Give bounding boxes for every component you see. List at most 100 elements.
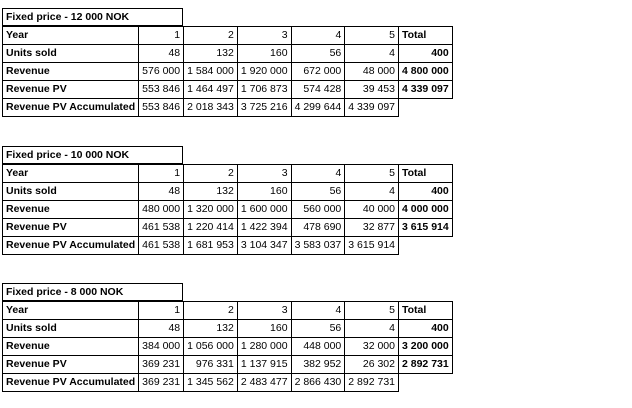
total-cell[interactable]: 2 892 731 [398, 355, 453, 374]
row-label[interactable]: Revenue PV Accumulated [1, 373, 140, 392]
value-cell[interactable]: 1 345 562 [183, 373, 238, 392]
value-cell[interactable]: 160 [236, 319, 292, 338]
value-cell[interactable]: 132 [183, 44, 238, 63]
value-cell[interactable]: 1 681 953 [183, 236, 238, 255]
value-cell[interactable]: 976 331 [183, 355, 238, 374]
total-header[interactable]: Total [398, 26, 453, 45]
total-cell[interactable]: 400 [398, 182, 453, 201]
value-cell[interactable]: 3 [236, 26, 292, 45]
total-header[interactable]: Total [398, 301, 453, 320]
value-cell[interactable]: 48 000 [344, 62, 399, 81]
value-cell[interactable]: 4 [344, 44, 399, 63]
table-title[interactable]: Fixed price - 8 000 NOK [2, 283, 183, 301]
value-cell[interactable]: 3 615 914 [344, 236, 399, 255]
value-cell[interactable]: 5 [344, 26, 399, 45]
total-cell[interactable]: 3 615 914 [398, 218, 453, 237]
value-cell[interactable]: 4 299 644 [290, 98, 346, 117]
value-cell[interactable]: 3 725 216 [236, 98, 292, 117]
total-cell[interactable]: 4 000 000 [398, 200, 453, 219]
value-cell[interactable]: 40 000 [344, 200, 399, 219]
value-cell[interactable]: 1 464 497 [183, 80, 238, 99]
value-cell[interactable]: 39 453 [344, 80, 399, 99]
value-cell[interactable]: 560 000 [290, 200, 346, 219]
value-cell[interactable]: 2 [183, 301, 238, 320]
value-cell[interactable]: 4 [290, 26, 346, 45]
value-cell[interactable]: 32 877 [344, 218, 399, 237]
value-cell[interactable]: 32 000 [344, 337, 399, 356]
row-label[interactable]: Year [1, 26, 140, 45]
value-cell[interactable]: 553 846 [138, 98, 185, 117]
value-cell[interactable]: 4 [344, 319, 399, 338]
value-cell[interactable]: 5 [344, 301, 399, 320]
value-cell[interactable]: 26 302 [344, 355, 399, 374]
value-cell[interactable]: 4 [290, 301, 346, 320]
total-cell[interactable]: 4 339 097 [398, 80, 453, 99]
value-cell[interactable]: 1 584 000 [183, 62, 238, 81]
value-cell[interactable]: 553 846 [138, 80, 185, 99]
value-cell[interactable]: 132 [183, 319, 238, 338]
value-cell[interactable]: 461 538 [138, 236, 185, 255]
value-cell[interactable]: 384 000 [138, 337, 185, 356]
row-label[interactable]: Year [1, 301, 140, 320]
value-cell[interactable]: 2 [183, 164, 238, 183]
row-label[interactable]: Revenue [1, 200, 140, 219]
row-label[interactable]: Revenue PV [1, 218, 140, 237]
value-cell[interactable]: 4 [344, 182, 399, 201]
value-cell[interactable]: 160 [236, 44, 292, 63]
total-header[interactable]: Total [398, 164, 453, 183]
value-cell[interactable]: 2 018 343 [183, 98, 238, 117]
value-cell[interactable]: 461 538 [138, 218, 185, 237]
value-cell[interactable]: 2 [183, 26, 238, 45]
value-cell[interactable]: 56 [290, 44, 346, 63]
value-cell[interactable]: 1 [138, 301, 185, 320]
value-cell[interactable]: 48 [138, 182, 185, 201]
row-label[interactable]: Units sold [1, 44, 140, 63]
value-cell[interactable]: 1 056 000 [183, 337, 238, 356]
total-cell[interactable]: 400 [398, 319, 453, 338]
value-cell[interactable]: 56 [290, 182, 346, 201]
value-cell[interactable]: 1 706 873 [236, 80, 292, 99]
value-cell[interactable]: 2 892 731 [344, 373, 399, 392]
value-cell[interactable]: 1 280 000 [236, 337, 292, 356]
row-label[interactable]: Revenue PV [1, 355, 140, 374]
value-cell[interactable]: 3 [236, 301, 292, 320]
value-cell[interactable]: 3 583 037 [290, 236, 346, 255]
total-cell[interactable]: 4 800 000 [398, 62, 453, 81]
value-cell[interactable]: 480 000 [138, 200, 185, 219]
row-label[interactable]: Revenue [1, 337, 140, 356]
value-cell[interactable]: 672 000 [290, 62, 346, 81]
row-label[interactable]: Revenue PV Accumulated [1, 236, 140, 255]
value-cell[interactable]: 382 952 [290, 355, 346, 374]
total-cell[interactable]: 3 200 000 [398, 337, 453, 356]
row-label[interactable]: Units sold [1, 182, 140, 201]
row-label[interactable]: Year [1, 164, 140, 183]
value-cell[interactable]: 1 220 414 [183, 218, 238, 237]
value-cell[interactable]: 56 [290, 319, 346, 338]
value-cell[interactable]: 478 690 [290, 218, 346, 237]
value-cell[interactable]: 2 866 430 [290, 373, 346, 392]
row-label[interactable]: Revenue PV [1, 80, 140, 99]
total-cell[interactable]: 400 [398, 44, 453, 63]
value-cell[interactable]: 3 [236, 164, 292, 183]
row-label[interactable]: Revenue PV Accumulated [1, 98, 140, 117]
value-cell[interactable]: 1 600 000 [236, 200, 292, 219]
value-cell[interactable]: 448 000 [290, 337, 346, 356]
row-label[interactable]: Units sold [1, 319, 140, 338]
row-label[interactable]: Revenue [1, 62, 140, 81]
value-cell[interactable]: 369 231 [138, 373, 185, 392]
value-cell[interactable]: 4 339 097 [344, 98, 399, 117]
value-cell[interactable]: 3 104 347 [236, 236, 292, 255]
value-cell[interactable]: 1 920 000 [236, 62, 292, 81]
value-cell[interactable]: 1 [138, 164, 185, 183]
value-cell[interactable]: 1 320 000 [183, 200, 238, 219]
value-cell[interactable]: 48 [138, 44, 185, 63]
value-cell[interactable]: 369 231 [138, 355, 185, 374]
value-cell[interactable]: 4 [290, 164, 346, 183]
value-cell[interactable]: 1 137 915 [236, 355, 292, 374]
table-title[interactable]: Fixed price - 10 000 NOK [2, 146, 183, 164]
value-cell[interactable]: 160 [236, 182, 292, 201]
value-cell[interactable]: 132 [183, 182, 238, 201]
value-cell[interactable]: 2 483 477 [236, 373, 292, 392]
value-cell[interactable]: 576 000 [138, 62, 185, 81]
value-cell[interactable]: 1 [138, 26, 185, 45]
